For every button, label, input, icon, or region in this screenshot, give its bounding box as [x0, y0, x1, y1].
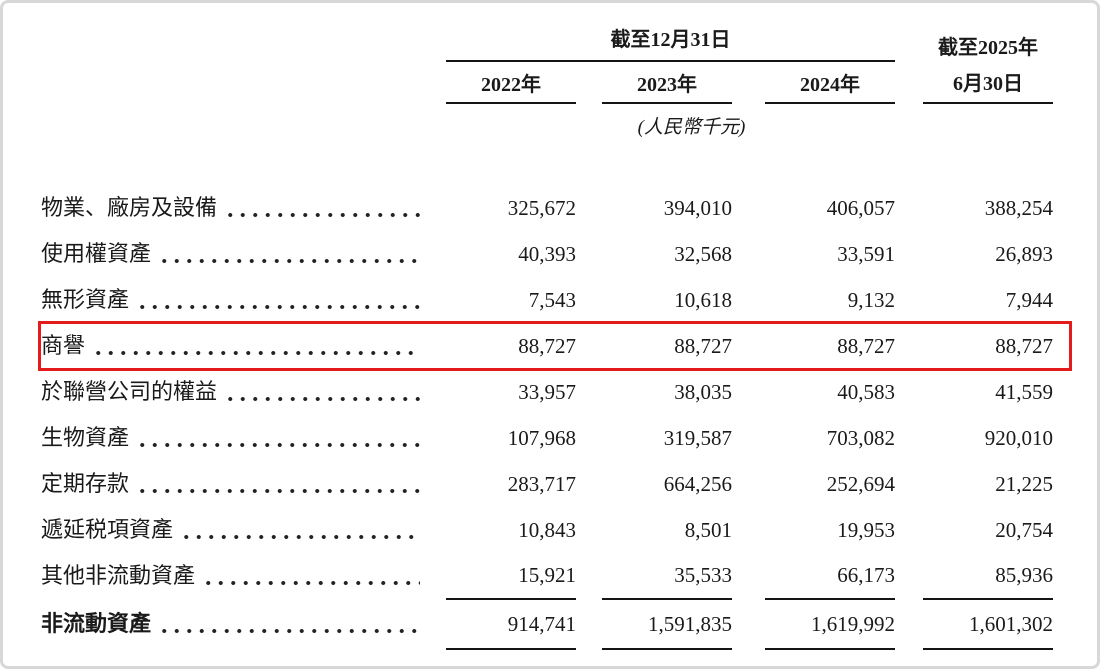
table-row-total: 非流動資產 914,741 1,591,835 1,619,992 1,601,…	[41, 598, 1053, 650]
dot-leader	[224, 194, 420, 222]
header-row-years: 2022年 2023年 2024年 6月30日	[41, 61, 1053, 104]
table-row: 定期存款 283,717 664,256 252,694 21,225	[41, 461, 1053, 507]
table-row: 物業、廠房及設備 325,672 394,010 406,057 388,254	[41, 185, 1053, 231]
value-cell: 85,936	[995, 563, 1053, 587]
value-cell: 33,957	[518, 379, 576, 404]
row-label: 使用權資產	[41, 241, 152, 267]
value-cell: 7,543	[528, 287, 576, 312]
value-cell: 88,727	[837, 333, 895, 358]
value-cell: 107,968	[507, 425, 576, 450]
value-cell: 19,953	[837, 517, 895, 542]
value-cell: 38,035	[674, 379, 732, 404]
table-row: 遞延税項資產 10,843 8,501 19,953 20,754	[41, 507, 1053, 553]
value-cell: 8,501	[684, 517, 732, 542]
value-cell: 283,717	[507, 471, 576, 496]
value-cell: 88,727	[674, 333, 732, 358]
value-cell: 703,082	[826, 425, 895, 450]
dot-leader	[224, 378, 420, 406]
dot-leader	[202, 562, 420, 590]
header-row-unit: (人民幣千元)	[41, 103, 1053, 147]
header-period-2025-line2: 6月30日	[923, 61, 1053, 104]
value-cell: 388,254	[984, 195, 1053, 220]
value-cell: 252,694	[826, 471, 895, 496]
value-cell: 40,583	[837, 379, 895, 404]
row-label: 定期存款	[41, 471, 130, 497]
value-cell: 914,741	[446, 598, 576, 650]
value-cell: 664,256	[663, 471, 732, 496]
table-row: 其他非流動資產 15,921 35,533 66,173 85,936	[41, 553, 1053, 599]
dot-leader	[92, 332, 420, 360]
value-cell: 35,533	[674, 563, 732, 587]
header-year-2024: 2024年	[765, 61, 895, 104]
value-cell: 325,672	[507, 195, 576, 220]
value-cell: 394,010	[663, 195, 732, 220]
value-cell: 920,010	[984, 425, 1053, 450]
value-cell: 1,591,835	[602, 598, 732, 650]
header-year-2022: 2022年	[446, 61, 576, 104]
header-year-2023: 2023年	[602, 61, 732, 104]
dot-leader	[180, 516, 420, 544]
row-label: 於聯營公司的權益	[41, 379, 218, 405]
dot-leader	[136, 286, 420, 314]
table-row-goodwill: 商譽 88,727 88,727 88,727 88,727	[41, 323, 1053, 369]
row-label: 商譽	[41, 333, 86, 359]
value-cell: 41,559	[995, 379, 1053, 404]
table-row: 無形資產 7,543 10,618 9,132 7,944	[41, 277, 1053, 323]
value-cell: 32,568	[674, 241, 732, 266]
unit-note: (人民幣千元)	[637, 117, 746, 138]
dot-leader	[136, 470, 420, 498]
row-label: 物業、廠房及設備	[41, 195, 218, 221]
table-row: 生物資產 107,968 319,587 703,082 920,010	[41, 415, 1053, 461]
value-cell: 10,843	[518, 517, 576, 542]
dot-leader	[158, 240, 420, 268]
row-label: 生物資產	[41, 425, 130, 451]
row-label: 非流動資產	[41, 611, 152, 637]
value-cell: 406,057	[826, 195, 895, 220]
row-label: 無形資產	[41, 287, 130, 313]
value-cell: 20,754	[995, 517, 1053, 542]
row-label: 遞延税項資產	[41, 517, 174, 543]
value-cell: 15,921	[518, 563, 576, 587]
table-row: 使用權資產 40,393 32,568 33,591 26,893	[41, 231, 1053, 277]
header-period-2025-line1: 截至2025年	[938, 37, 1038, 59]
header-period-group: 截至12月31日	[446, 23, 895, 62]
noncurrent-assets-table: 截至12月31日 截至2025年 2022年 2023年 2024年 6月30日…	[41, 23, 1053, 650]
value-cell: 21,225	[995, 471, 1053, 496]
value-cell: 40,393	[518, 241, 576, 266]
header-row-period-group: 截至12月31日 截至2025年	[41, 23, 1053, 62]
value-cell: 7,944	[1005, 287, 1053, 312]
value-cell: 88,727	[518, 333, 576, 358]
value-cell: 10,618	[674, 287, 732, 312]
value-cell: 66,173	[837, 563, 895, 587]
header-body-spacer	[41, 147, 1053, 185]
value-cell: 1,601,302	[923, 598, 1053, 650]
row-label: 其他非流動資產	[41, 563, 196, 589]
dot-leader	[136, 424, 420, 452]
value-cell: 33,591	[837, 241, 895, 266]
value-cell: 1,619,992	[765, 598, 895, 650]
table-row: 於聯營公司的權益 33,957 38,035 40,583 41,559	[41, 369, 1053, 415]
value-cell: 26,893	[995, 241, 1053, 266]
dot-leader	[158, 610, 420, 638]
value-cell: 9,132	[847, 287, 895, 312]
value-cell: 319,587	[663, 425, 732, 450]
value-cell: 88,727	[995, 333, 1053, 358]
